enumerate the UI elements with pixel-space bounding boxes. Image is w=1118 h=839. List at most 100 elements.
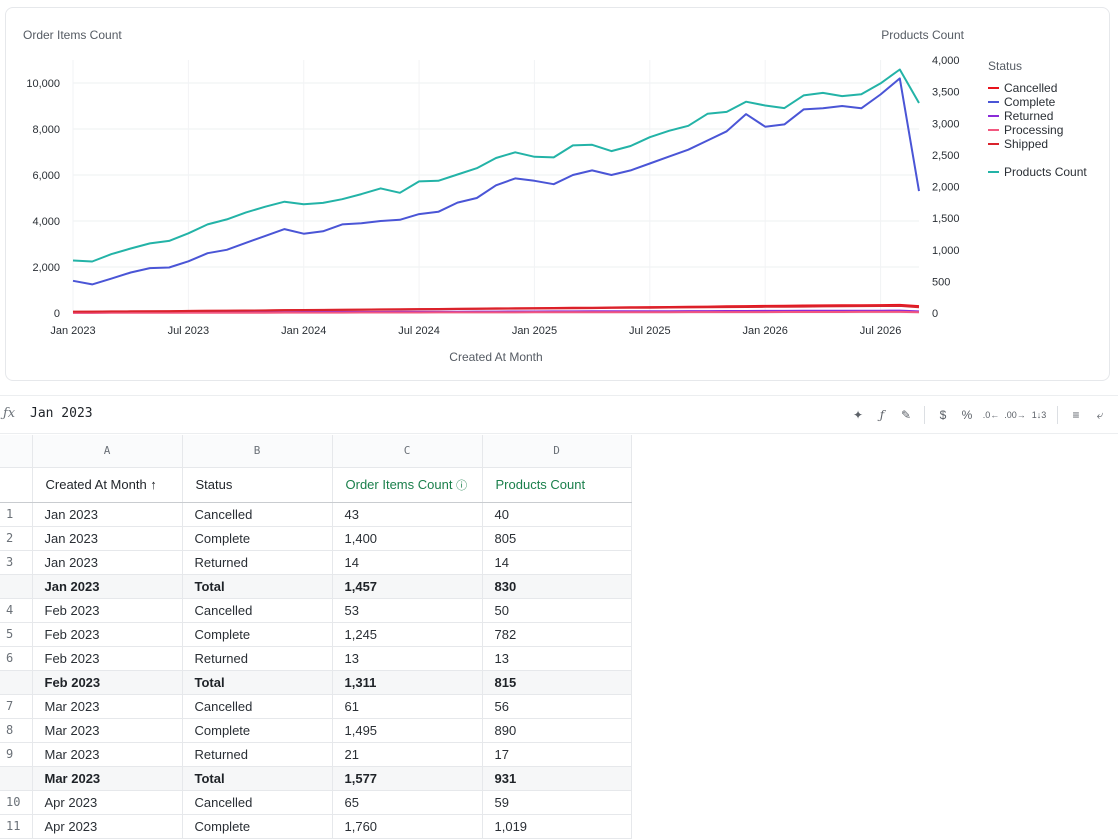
table-cell[interactable]: 830: [482, 574, 632, 599]
table-cell[interactable]: 931: [482, 766, 632, 791]
table-cell[interactable]: 815: [482, 670, 632, 695]
line-chart[interactable]: Order Items Count Products Count Created…: [6, 8, 1111, 382]
table-cell[interactable]: 14: [482, 550, 632, 575]
table-cell[interactable]: 1,400: [332, 526, 483, 551]
table-cell[interactable]: Complete: [182, 622, 333, 647]
series-line-processing[interactable]: [73, 310, 920, 314]
table-cell[interactable]: Feb 2023: [32, 646, 183, 671]
column-letter[interactable]: A: [32, 435, 183, 468]
table-row[interactable]: 1 Jan 2023 Cancelled 43 40: [0, 502, 632, 527]
table-cell[interactable]: Jan 2023: [32, 526, 183, 551]
table-cell[interactable]: 1,311: [332, 670, 483, 695]
table-cell[interactable]: Mar 2023: [32, 694, 183, 719]
table-cell[interactable]: 13: [332, 646, 483, 671]
table-row[interactable]: 10 Apr 2023 Cancelled 65 59: [0, 790, 632, 815]
table-cell[interactable]: Mar 2023: [32, 718, 183, 743]
column-letter[interactable]: C: [332, 435, 483, 468]
table-cell[interactable]: 40: [482, 502, 632, 527]
table-cell[interactable]: 21: [332, 742, 483, 767]
table-row[interactable]: 11 Apr 2023 Complete 1,760 1,019: [0, 814, 632, 839]
table-cell[interactable]: Total: [182, 766, 333, 791]
total-row[interactable]: Mar 2023 Total 1,577 931: [0, 766, 632, 791]
table-cell[interactable]: Mar 2023: [32, 742, 183, 767]
column-header-order-items-count[interactable]: Order Items Count ⓘ: [332, 467, 483, 503]
increase-decimal-icon[interactable]: .00→: [1004, 410, 1026, 420]
table-cell[interactable]: 43: [332, 502, 483, 527]
table-cell[interactable]: 1,495: [332, 718, 483, 743]
table-cell[interactable]: 1,760: [332, 814, 483, 839]
formula-icon[interactable]: ƒ: [879, 408, 885, 422]
table-cell[interactable]: 1,577: [332, 766, 483, 791]
table-row[interactable]: 5 Feb 2023 Complete 1,245 782: [0, 622, 632, 647]
table-cell[interactable]: Feb 2023: [32, 670, 183, 695]
column-letter[interactable]: B: [182, 435, 333, 468]
table-cell[interactable]: 61: [332, 694, 483, 719]
column-letter[interactable]: D: [482, 435, 632, 468]
table-row[interactable]: 6 Feb 2023 Returned 13 13: [0, 646, 632, 671]
table-cell[interactable]: 65: [332, 790, 483, 815]
table-cell[interactable]: 805: [482, 526, 632, 551]
table-cell[interactable]: Jan 2023: [32, 574, 183, 599]
series-line-products-count[interactable]: [72, 68, 920, 263]
column-header-created-at-month[interactable]: Created At Month ↑: [32, 467, 183, 503]
table-cell[interactable]: Complete: [182, 526, 333, 551]
table-cell[interactable]: Jan 2023: [32, 502, 183, 527]
series-line-shipped[interactable]: [73, 304, 920, 313]
legend-item-label[interactable]: Products Count: [1004, 165, 1087, 179]
text-wrap-icon[interactable]: ⤶: [1096, 407, 1104, 422]
legend-item-label[interactable]: Processing: [1004, 123, 1063, 137]
legend-item-label[interactable]: Complete: [1004, 95, 1056, 109]
currency-format-icon[interactable]: $: [939, 408, 947, 422]
table-row[interactable]: 3 Jan 2023 Returned 14 14: [0, 550, 632, 575]
table-cell[interactable]: Returned: [182, 550, 333, 575]
table-cell[interactable]: Apr 2023: [32, 814, 183, 839]
series-line-complete[interactable]: [72, 77, 920, 286]
table-cell[interactable]: 14: [332, 550, 483, 575]
table-cell[interactable]: Cancelled: [182, 790, 333, 815]
table-cell[interactable]: 53: [332, 598, 483, 623]
legend-item-label[interactable]: Shipped: [1004, 137, 1048, 151]
column-header-products-count[interactable]: Products Count: [482, 467, 632, 503]
table-cell[interactable]: Returned: [182, 742, 333, 767]
table-cell[interactable]: 782: [482, 622, 632, 647]
edit-pencil-icon[interactable]: ✎: [900, 408, 912, 422]
table-row[interactable]: 2 Jan 2023 Complete 1,400 805: [0, 526, 632, 551]
table-cell[interactable]: 59: [482, 790, 632, 815]
table-cell[interactable]: Feb 2023: [32, 622, 183, 647]
table-cell[interactable]: Cancelled: [182, 694, 333, 719]
table-cell[interactable]: Feb 2023: [32, 598, 183, 623]
table-cell[interactable]: Total: [182, 574, 333, 599]
table-cell[interactable]: 17: [482, 742, 632, 767]
table-cell[interactable]: Complete: [182, 814, 333, 839]
total-row[interactable]: Jan 2023 Total 1,457 830: [0, 574, 632, 599]
table-cell[interactable]: Total: [182, 670, 333, 695]
table-cell[interactable]: Jan 2023: [32, 550, 183, 575]
table-cell[interactable]: 56: [482, 694, 632, 719]
legend-item-label[interactable]: Returned: [1004, 109, 1053, 123]
align-left-icon[interactable]: ≡: [1072, 408, 1080, 422]
percent-format-icon[interactable]: %: [961, 408, 973, 422]
table-row[interactable]: 4 Feb 2023 Cancelled 53 50: [0, 598, 632, 623]
column-header-status[interactable]: Status: [182, 467, 333, 503]
decrease-decimal-icon[interactable]: .0←: [982, 410, 1000, 420]
table-cell[interactable]: 13: [482, 646, 632, 671]
table-cell[interactable]: Cancelled: [182, 598, 333, 623]
table-row[interactable]: 9 Mar 2023 Returned 21 17: [0, 742, 632, 767]
table-cell[interactable]: Cancelled: [182, 502, 333, 527]
table-row[interactable]: 8 Mar 2023 Complete 1,495 890: [0, 718, 632, 743]
legend-item-label[interactable]: Cancelled: [1004, 81, 1057, 95]
table-cell[interactable]: Mar 2023: [32, 766, 183, 791]
formula-value[interactable]: Jan 2023: [30, 406, 93, 421]
number-format-icon[interactable]: 1↓3: [1031, 410, 1047, 420]
info-icon[interactable]: ⓘ: [456, 479, 468, 492]
table-cell[interactable]: Complete: [182, 718, 333, 743]
table-cell[interactable]: 1,457: [332, 574, 483, 599]
total-row[interactable]: Feb 2023 Total 1,311 815: [0, 670, 632, 695]
table-row[interactable]: 7 Mar 2023 Cancelled 61 56: [0, 694, 632, 719]
table-cell[interactable]: 50: [482, 598, 632, 623]
table-cell[interactable]: 1,019: [482, 814, 632, 839]
table-cell[interactable]: 890: [482, 718, 632, 743]
table-cell[interactable]: 1,245: [332, 622, 483, 647]
ai-sparkle-icon[interactable]: ✦: [852, 408, 864, 422]
table-cell[interactable]: Returned: [182, 646, 333, 671]
